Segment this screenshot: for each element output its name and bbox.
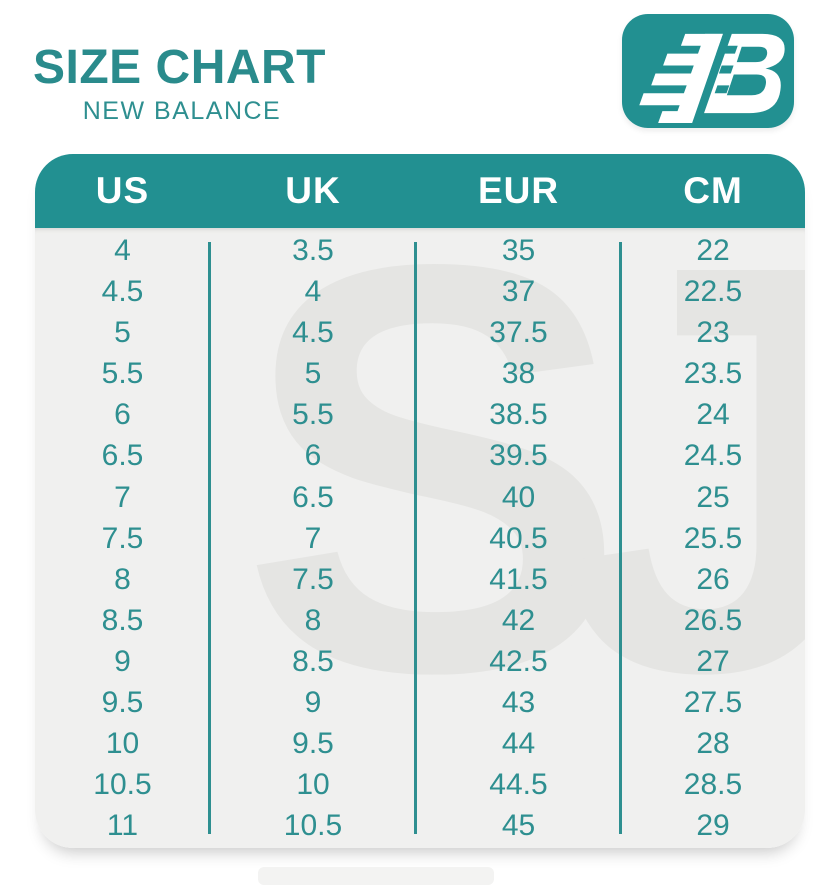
size-table-header: US UK EUR CM [35,154,805,228]
size-cell: 10.5 [93,768,152,802]
size-cell: 10 [296,768,330,802]
size-cell: 3.5 [292,234,334,267]
size-cell: 9 [114,644,131,678]
size-cell: 35 [501,234,536,267]
column-header-us: US [95,170,150,211]
size-cell: 43 [501,686,536,720]
size-cell: 41.5 [489,562,548,596]
table-row: 7 6.5 40 25 [35,477,805,518]
size-cell: 8 [114,562,131,596]
table-row: 10.5 10 44.5 28.5 [35,764,805,805]
size-cell: 5.5 [101,357,144,391]
table-row: 9 8.5 42.5 27 [35,641,805,682]
brand-logo-badge [622,14,794,128]
size-cell: 8.5 [292,644,334,678]
size-cell: 4 [304,275,322,309]
size-table: US UK EUR CM SJ 4 3.5 35 22 4.5 4 37 22.5 5 4.5 37.5 2… [35,154,805,848]
size-cell: 6 [304,439,322,473]
size-cell: 6.5 [292,480,334,514]
size-cell: 22 [696,234,730,267]
table-row: 5.5 5 38 23.5 [35,353,805,394]
size-cell: 6.5 [101,439,144,473]
size-cell: 27 [696,644,730,678]
table-row: 5 4.5 37.5 23 [35,312,805,353]
size-cell: 7 [114,480,131,514]
size-cell: 45 [501,809,536,843]
table-row: 6.5 6 39.5 24.5 [35,435,805,476]
table-row: 4 3.5 35 22 [35,230,805,271]
size-cell: 5.5 [292,398,334,432]
size-cell: 28 [696,727,730,761]
size-cell: 8.5 [101,603,144,637]
size-table-body: SJ 4 3.5 35 22 4.5 4 37 22.5 5 4.5 37.5 23 5.5 5 38 23.… [35,228,805,848]
size-cell: 28.5 [683,768,743,802]
background-watermark-text: SJ [240,228,805,792]
size-table-body-rows: 4 3.5 35 22 4.5 4 37 22.5 5 4.5 37.5 23 5.5 5 38 23.5 6 5… [35,228,805,846]
size-cell: 24 [696,398,730,432]
table-row: 4.5 4 37 22.5 [35,271,805,312]
size-cell: 7 [304,521,322,555]
size-cell: 27.5 [683,686,743,720]
new-balance-logo-icon [639,33,785,124]
size-cell: 26.5 [683,603,743,637]
size-cell: 23.5 [683,357,743,391]
size-cell: 5 [304,357,322,391]
size-cell: 9 [304,686,322,720]
size-cell: 7.5 [292,562,334,596]
size-cell: 23 [696,316,730,350]
size-cell: 9.5 [101,686,144,720]
size-cell: 6 [114,398,131,432]
table-row: 8.5 8 42 26.5 [35,600,805,641]
size-cell: 37.5 [489,316,548,350]
column-divider-us-uk [208,242,211,834]
size-cell: 10 [105,727,140,761]
size-cell: 40 [501,480,536,514]
page-title: SIZE CHART [33,41,326,94]
size-cell: 24.5 [683,439,743,473]
size-cell: 22.5 [683,275,743,309]
page-subtitle: NEW BALANCE [82,97,282,125]
size-cell: 40.5 [489,521,548,555]
column-divider-uk-eur [414,242,417,834]
column-divider-eur-cm [619,242,622,834]
size-cell: 9.5 [292,727,334,761]
size-cell: 8 [304,603,322,637]
table-row: 8 7.5 41.5 26 [35,559,805,600]
size-cell: 42.5 [489,644,548,678]
size-cell: 38.5 [489,398,548,432]
table-row: 9.5 9 43 27.5 [35,682,805,723]
size-cell: 5 [114,316,131,350]
size-cell: 42 [501,603,536,637]
column-header-eur: EUR [477,170,560,211]
size-cell: 4.5 [292,316,334,350]
faint-watermark-bar [258,867,494,885]
table-row: 10 9.5 44 28 [35,723,805,764]
size-cell: 44.5 [489,768,548,802]
size-cell: 44 [501,727,536,761]
size-cell: 4 [114,234,131,267]
table-row: 6 5.5 38.5 24 [35,394,805,435]
size-cell: 4.5 [101,275,144,309]
size-cell: 25 [696,480,730,514]
size-cell: 7.5 [101,521,144,555]
column-header-cm: CM [683,170,743,211]
size-cell: 25.5 [683,521,743,555]
size-cell: 26 [696,562,730,596]
table-row: 11 10.5 45 29 [35,805,805,846]
size-cell: 29 [696,809,730,843]
size-cell: 38 [501,357,536,391]
size-cell: 39.5 [489,439,548,473]
table-row: 7.5 7 40.5 25.5 [35,518,805,559]
size-cell: 11 [106,809,139,843]
size-cell: 37 [501,275,536,309]
column-header-uk: UK [285,170,341,211]
size-cell: 10.5 [283,809,343,843]
